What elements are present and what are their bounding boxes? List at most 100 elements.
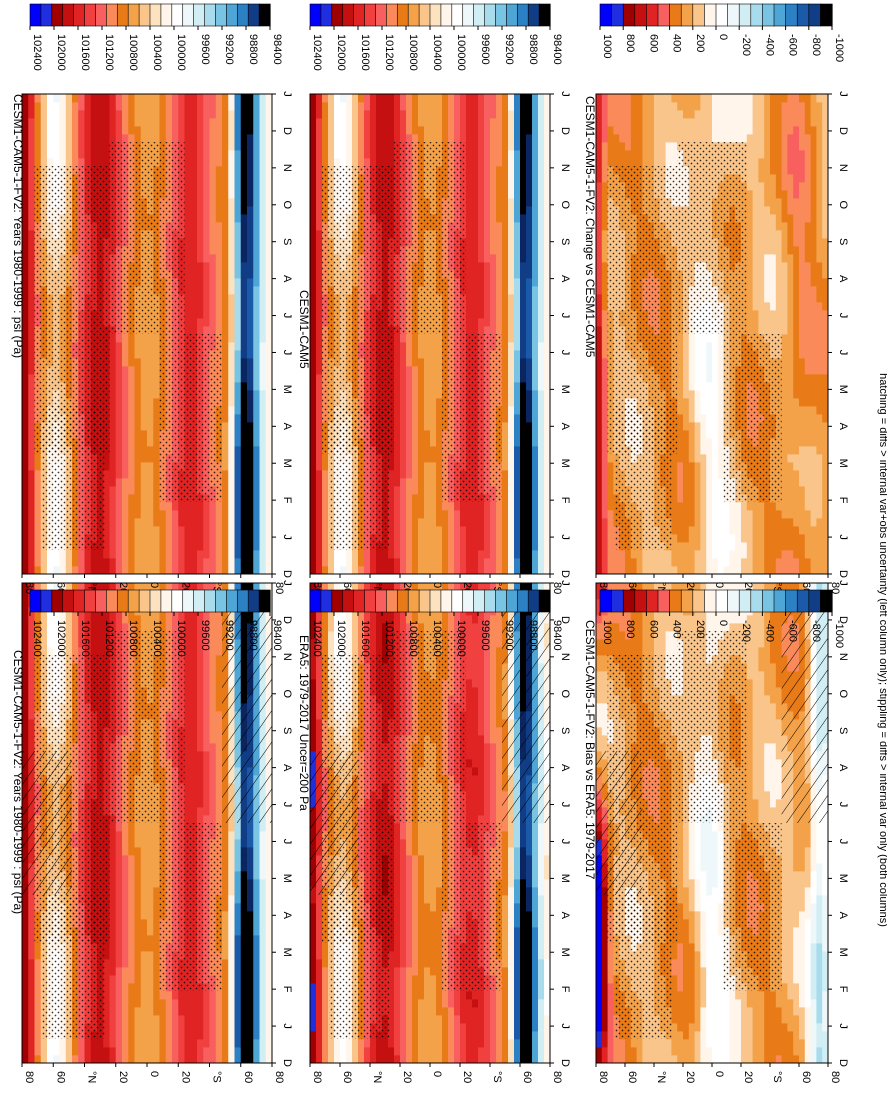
heat-cell xyxy=(159,534,167,543)
heat-cell xyxy=(28,1015,35,1024)
heat-cell xyxy=(234,534,242,543)
heat-cell xyxy=(115,486,123,495)
heat-cell xyxy=(253,238,260,247)
heat-cell xyxy=(247,262,254,271)
heat-cell xyxy=(247,350,254,359)
heat-cell xyxy=(78,94,85,103)
heat-cell xyxy=(165,999,173,1008)
heat-cell xyxy=(228,102,235,111)
heat-cell xyxy=(253,302,260,311)
heat-cell xyxy=(203,815,210,824)
heat-cell xyxy=(28,94,35,103)
heat-cell xyxy=(40,126,48,135)
heat-cell xyxy=(209,558,217,567)
heat-cell xyxy=(115,502,123,511)
heat-cell xyxy=(28,558,35,567)
heat-cell xyxy=(259,855,267,864)
heat-cell xyxy=(153,134,160,143)
heat-cell xyxy=(22,999,29,1008)
heat-cell xyxy=(153,334,160,343)
heat-cell xyxy=(134,1055,142,1064)
heat-cell xyxy=(165,526,173,535)
heat-cell xyxy=(209,550,217,559)
heat-cell xyxy=(34,550,42,559)
heat-cell xyxy=(140,975,148,984)
heat-cell xyxy=(253,1047,260,1056)
heat-cell xyxy=(184,262,192,271)
heat-cell xyxy=(209,1039,217,1048)
heat-cell xyxy=(103,494,110,503)
heat-cell xyxy=(34,118,42,127)
heat-cell xyxy=(259,839,267,848)
heat-cell xyxy=(265,1031,273,1040)
heat-cell xyxy=(190,1055,198,1064)
heat-cell xyxy=(40,615,48,624)
heat-cell xyxy=(53,623,60,632)
heat-cell xyxy=(134,350,142,359)
heat-cell xyxy=(184,302,192,311)
heat-cell xyxy=(140,470,148,479)
heat-cell xyxy=(259,438,267,447)
heat-cell xyxy=(122,430,129,439)
heat-cell xyxy=(147,991,154,1000)
heat-cell xyxy=(134,839,142,848)
heat-cell xyxy=(103,454,110,463)
heat-cell xyxy=(222,118,229,127)
heat-cell xyxy=(103,583,110,592)
heat-cell xyxy=(190,735,198,744)
heat-cell xyxy=(240,903,248,912)
heat-cell xyxy=(134,959,142,968)
heat-cell xyxy=(184,1055,192,1064)
heat-cell xyxy=(190,695,198,704)
heat-cell xyxy=(209,214,217,223)
heat-cell xyxy=(103,510,110,519)
heat-cell xyxy=(253,110,260,119)
heat-cell xyxy=(253,991,260,1000)
heat-cell xyxy=(265,470,273,479)
heat-cell xyxy=(190,639,198,648)
heat-cell xyxy=(59,158,67,167)
heat-cell xyxy=(109,615,117,624)
heat-cell xyxy=(109,895,117,904)
heat-cell xyxy=(153,470,160,479)
heat-cell xyxy=(197,158,204,167)
heat-cell xyxy=(265,863,273,872)
heat-cell xyxy=(153,1015,160,1024)
heat-cell xyxy=(22,158,29,167)
heat-cell xyxy=(59,1039,67,1048)
heat-cell xyxy=(234,879,242,888)
heat-cell xyxy=(190,262,198,271)
heat-cell xyxy=(247,927,254,936)
heat-cell xyxy=(265,462,273,471)
heat-cell xyxy=(140,334,148,343)
heat-cell xyxy=(34,983,42,992)
heat-cell xyxy=(265,1023,273,1032)
stipple-region xyxy=(109,142,185,334)
heat-cell xyxy=(22,647,29,656)
heat-cell xyxy=(209,190,217,199)
heat-cell xyxy=(190,647,198,656)
heat-cell xyxy=(140,1047,148,1056)
heat-cell xyxy=(253,326,260,335)
heat-cell xyxy=(140,398,148,407)
heat-cell xyxy=(59,142,67,151)
heat-cell xyxy=(310,655,317,664)
heat-cell xyxy=(190,783,198,792)
month-tick-label: J xyxy=(281,839,293,845)
heat-cell xyxy=(247,214,254,223)
heat-cell xyxy=(140,526,148,535)
heat-cell xyxy=(103,158,110,167)
heat-cell xyxy=(215,190,223,199)
heat-cell xyxy=(240,935,248,944)
heat-cell xyxy=(109,518,117,527)
heat-cell xyxy=(109,831,117,840)
heat-cell xyxy=(53,102,60,111)
heat-cell xyxy=(115,967,123,976)
heat-cell xyxy=(115,831,123,840)
heat-cell xyxy=(310,631,317,640)
heat-cell xyxy=(22,695,29,704)
month-tick-label: O xyxy=(281,200,293,209)
heat-cell xyxy=(265,166,273,175)
heat-cell xyxy=(259,102,267,111)
heat-cell xyxy=(240,542,248,551)
